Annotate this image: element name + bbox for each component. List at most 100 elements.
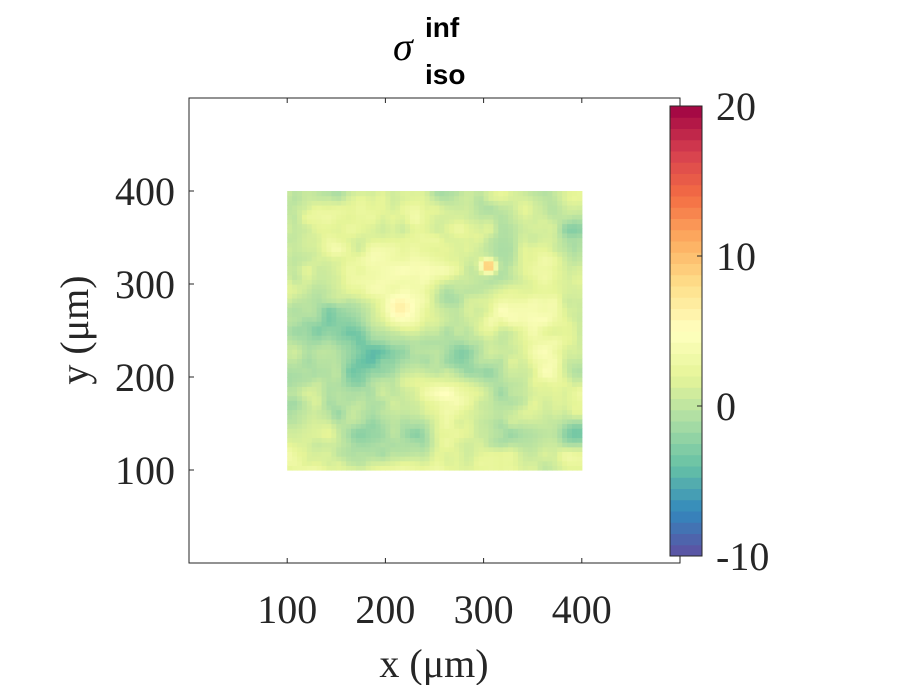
heatmap-cell xyxy=(459,330,465,336)
heatmap-cell xyxy=(562,288,568,294)
heatmap-cell xyxy=(562,367,568,373)
heatmap-cell xyxy=(498,460,504,466)
heatmap-cell xyxy=(449,349,455,355)
heatmap-cell xyxy=(409,209,416,215)
heatmap-cell xyxy=(483,432,490,439)
heatmap-cell xyxy=(547,414,553,420)
heatmap-cell xyxy=(454,381,460,387)
heatmap-cell xyxy=(351,456,357,462)
heatmap-cell xyxy=(409,390,416,397)
heatmap-cell xyxy=(365,288,372,294)
heatmap-cell xyxy=(321,228,328,234)
heatmap-cell xyxy=(331,367,337,373)
heatmap-cell xyxy=(355,256,362,262)
heatmap-cell xyxy=(532,428,539,434)
heatmap-cell xyxy=(400,311,406,318)
heatmap-cell xyxy=(508,460,514,466)
heatmap-cell xyxy=(326,442,332,448)
heatmap-cell xyxy=(419,260,426,266)
heatmap-cell xyxy=(341,349,347,355)
heatmap-cell xyxy=(316,260,323,266)
heatmap-cell xyxy=(331,279,337,285)
heatmap-cell xyxy=(537,293,544,299)
heatmap-cell xyxy=(326,390,332,397)
heatmap-cell xyxy=(517,428,524,434)
heatmap-cell xyxy=(336,214,342,220)
heatmap-cell xyxy=(513,456,519,462)
heatmap-cell xyxy=(557,325,563,332)
heatmap-cell xyxy=(473,316,480,322)
heatmap-cell xyxy=(483,316,490,322)
heatmap-cell xyxy=(301,339,308,346)
heatmap-cell xyxy=(419,251,426,257)
heatmap-cell xyxy=(326,446,332,452)
heatmap-cell xyxy=(468,284,475,290)
heatmap-cell xyxy=(527,367,534,373)
heatmap-cell xyxy=(297,404,303,411)
heatmap-cell xyxy=(346,418,352,425)
heatmap-cell xyxy=(508,307,514,313)
heatmap-cell xyxy=(390,293,396,299)
heatmap-cell xyxy=(355,446,362,452)
heatmap-cell xyxy=(419,311,426,318)
heatmap-cell xyxy=(351,204,357,211)
heatmap-cell xyxy=(532,335,539,341)
heatmap-cell xyxy=(527,223,534,229)
colorbar-swatch xyxy=(670,308,702,321)
heatmap-cell xyxy=(306,316,313,322)
heatmap-cell xyxy=(503,307,509,313)
heatmap-cell xyxy=(380,232,386,239)
heatmap-cell xyxy=(414,242,421,248)
heatmap-cell xyxy=(365,363,372,369)
heatmap-cell xyxy=(321,270,328,276)
heatmap-cell xyxy=(414,400,421,406)
heatmap-cell xyxy=(336,465,342,471)
heatmap-cell xyxy=(522,363,529,369)
heatmap-cell xyxy=(321,293,328,299)
heatmap-cell xyxy=(576,465,583,471)
heatmap-cell xyxy=(513,316,519,322)
heatmap-cell xyxy=(419,372,426,378)
heatmap-cell xyxy=(341,274,347,280)
heatmap-cell xyxy=(513,339,519,346)
heatmap-cell xyxy=(493,214,499,220)
title-superscript: inf xyxy=(425,12,460,43)
heatmap-cell xyxy=(483,395,490,401)
heatmap-cell xyxy=(424,395,431,401)
heatmap-cell xyxy=(292,260,298,266)
heatmap-cell xyxy=(351,288,357,294)
heatmap-cell xyxy=(355,251,362,257)
heatmap-cell xyxy=(316,246,323,253)
heatmap-cell xyxy=(468,311,475,318)
heatmap-cell xyxy=(532,232,539,239)
heatmap-cell xyxy=(390,237,396,243)
heatmap-cell xyxy=(459,293,465,299)
heatmap-cell xyxy=(439,442,445,448)
heatmap-cell xyxy=(463,270,470,276)
heatmap-cell xyxy=(429,204,436,211)
heatmap-cell xyxy=(346,218,352,225)
heatmap-cell xyxy=(395,335,401,341)
heatmap-cell xyxy=(449,288,455,294)
heatmap-cell xyxy=(400,321,406,327)
heatmap-cell xyxy=(468,316,475,322)
heatmap-cell xyxy=(380,446,386,452)
heatmap-cell xyxy=(297,414,303,420)
heatmap-cell xyxy=(439,409,445,415)
heatmap-cell xyxy=(297,265,303,271)
heatmap-cell xyxy=(547,195,553,201)
heatmap-cell xyxy=(370,460,377,466)
heatmap-cell xyxy=(321,344,328,350)
heatmap-cell xyxy=(488,349,495,355)
heatmap-cell xyxy=(567,260,573,266)
heatmap-cell xyxy=(355,432,362,439)
heatmap-cell xyxy=(336,237,342,243)
heatmap-cell xyxy=(375,423,382,429)
heatmap-cell xyxy=(424,214,431,220)
heatmap-cell xyxy=(473,214,480,220)
heatmap-cell xyxy=(360,302,367,308)
heatmap-cell xyxy=(414,428,421,434)
heatmap-cell xyxy=(463,432,470,439)
heatmap-cell xyxy=(306,265,313,271)
heatmap-cell xyxy=(306,200,313,206)
